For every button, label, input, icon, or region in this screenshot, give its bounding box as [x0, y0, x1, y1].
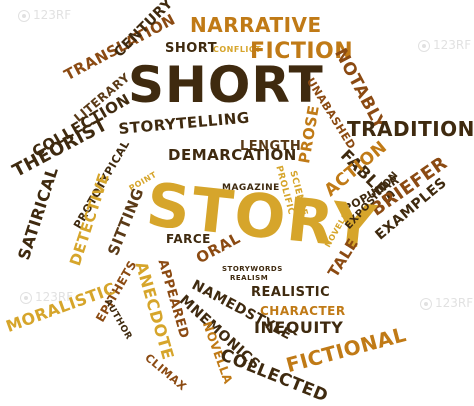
word: TRADITION [347, 117, 474, 141]
watermark-logo-icon [420, 297, 432, 310]
word: INEQUITY [254, 318, 344, 337]
word: STORYWORDS [222, 265, 283, 273]
word: FARCE [166, 232, 211, 246]
word: REALISTIC [251, 285, 331, 300]
word: SHORT [128, 56, 324, 114]
word: REALISM [230, 274, 269, 282]
word: CHARACTER [260, 304, 346, 318]
word: NARRATIVE [190, 13, 322, 37]
watermark-logo-icon [18, 9, 30, 22]
word: SHORT [165, 41, 218, 56]
watermark: 123RF [20, 290, 73, 304]
watermark-logo-icon [418, 39, 430, 52]
word: CONFLICT [213, 45, 262, 54]
watermark: 123RF [420, 296, 473, 310]
watermark: 123RF [18, 8, 71, 22]
word: MAGAZINE [222, 183, 280, 193]
word: STORYTELLING [117, 108, 251, 138]
watermark-logo-icon [20, 291, 32, 304]
word: DEMARCATION [168, 146, 297, 164]
word: FICTION [250, 39, 354, 64]
word: SITTING [104, 185, 148, 258]
watermark: 123RF [418, 38, 471, 52]
word: LENGTH [240, 139, 302, 154]
